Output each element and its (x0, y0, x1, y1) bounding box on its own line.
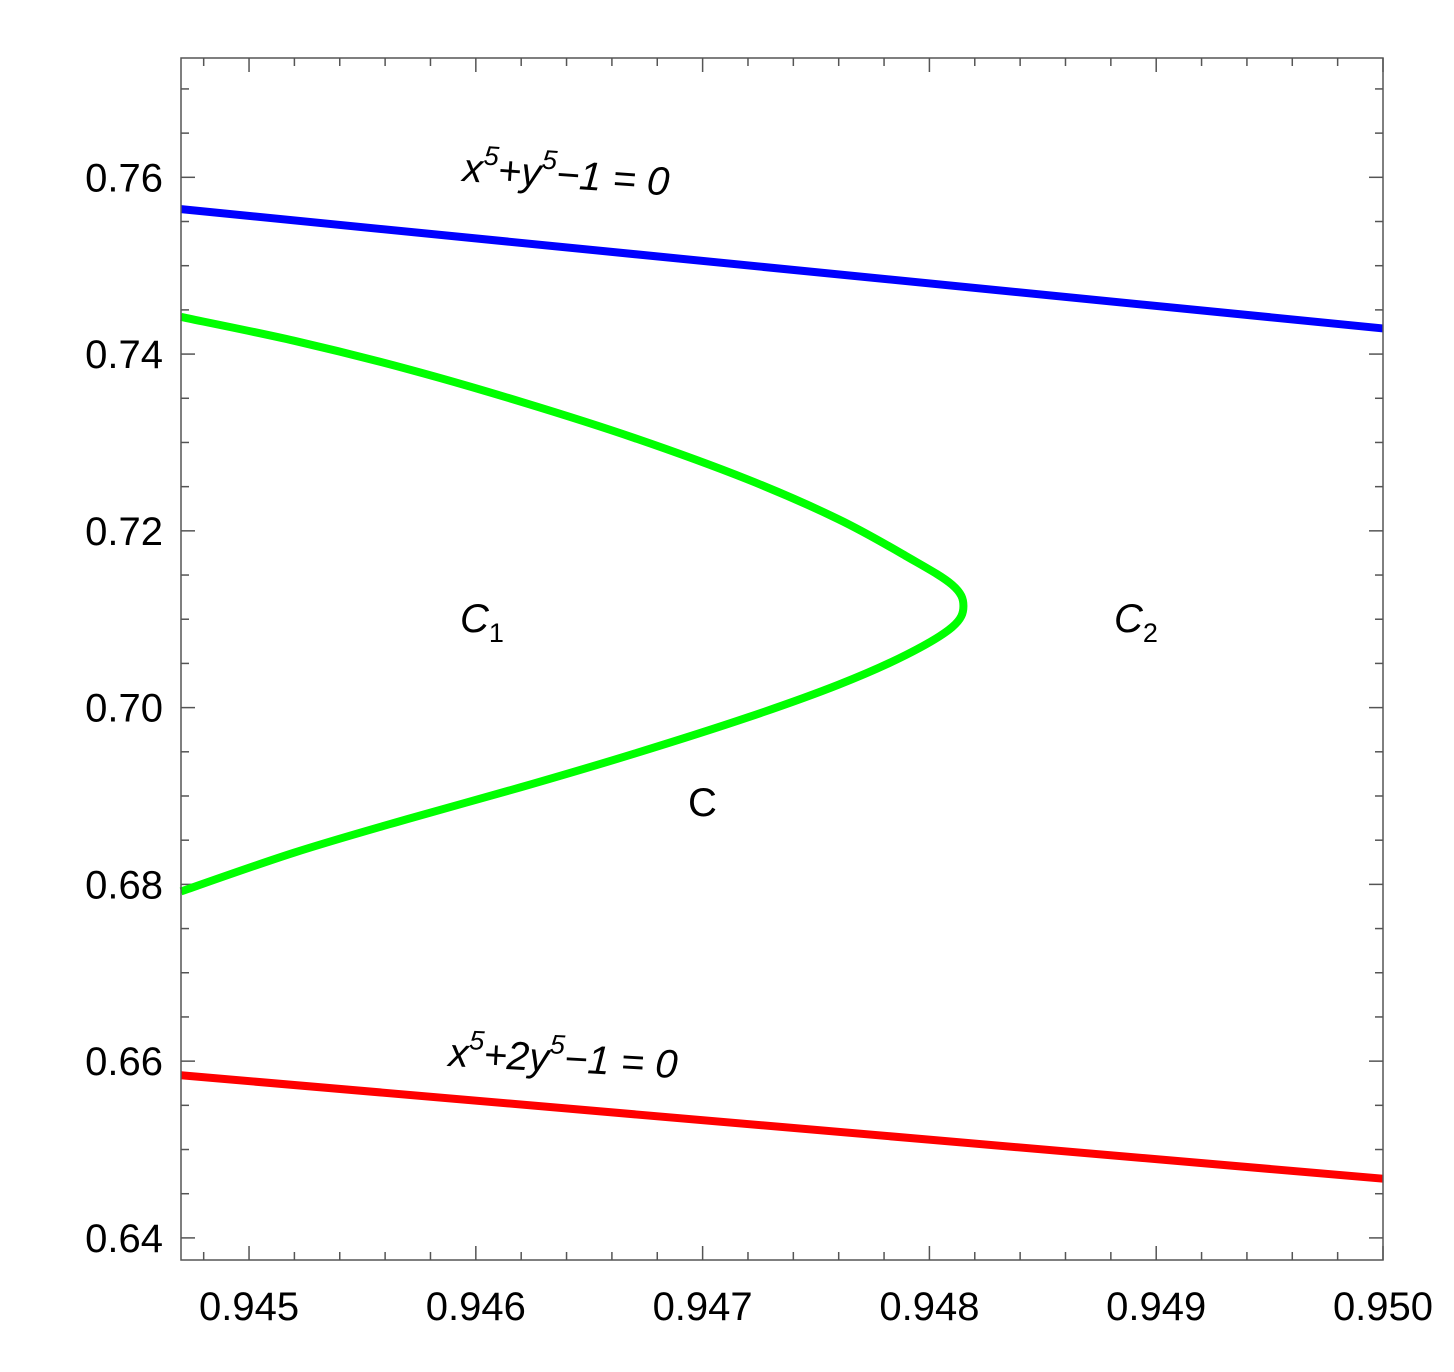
red-label-exp2: 5 (549, 1029, 567, 1060)
x-tick-label: 0.948 (879, 1285, 979, 1329)
x-tick-label: 0.945 (199, 1285, 299, 1329)
x-tick-label: 0.949 (1106, 1285, 1206, 1329)
region-c1-sub: 1 (489, 618, 504, 648)
y-tick-label: 0.70 (85, 687, 163, 731)
y-tick-label: 0.76 (85, 156, 163, 200)
green-curve (179, 313, 968, 896)
red-curve (180, 1071, 1384, 1183)
region-c1-label: C1 (460, 597, 504, 648)
x-tick-label: 0.946 (426, 1285, 526, 1329)
red-label-exp1: 5 (469, 1025, 487, 1056)
blue-curve-label: x5+y5−1 = 0 (459, 139, 671, 204)
blue-label-exp2: 5 (541, 145, 559, 176)
blue-curve (180, 205, 1384, 333)
red-label-x: x (446, 1031, 472, 1076)
region-c2-base: C (1114, 597, 1144, 641)
plot-frame (180, 57, 1384, 1261)
red-label-rest: −1 = 0 (563, 1037, 679, 1087)
x-tick-label: 0.947 (653, 1285, 753, 1329)
series-layer (179, 205, 1384, 1183)
blue-label-rest: −1 = 0 (555, 153, 671, 205)
region-c2-label: C2 (1114, 597, 1158, 648)
y-tick-label: 0.68 (85, 863, 163, 907)
region-c2-sub: 2 (1143, 618, 1158, 648)
ticks-layer (181, 58, 1384, 1260)
y-tick-label: 0.66 (85, 1040, 163, 1084)
y-tick-label: 0.74 (85, 333, 163, 377)
tick-labels-layer: 0.945 0.946 0.947 0.948 0.949 0.950 0.64 0.66 0.… (85, 156, 1433, 1329)
x-tick-label: 0.950 (1333, 1285, 1433, 1329)
red-label-mid: +2y (483, 1033, 554, 1081)
y-tick-label: 0.64 (85, 1217, 163, 1261)
y-tick-label: 0.72 (85, 510, 163, 554)
blue-label-mid: +y (496, 149, 545, 196)
region-c1-base: C (460, 597, 490, 641)
red-curve-label: x5+2y5−1 = 0 (446, 1024, 679, 1087)
curve-c-label: C (688, 781, 717, 825)
blue-label-exp1: 5 (483, 140, 501, 171)
